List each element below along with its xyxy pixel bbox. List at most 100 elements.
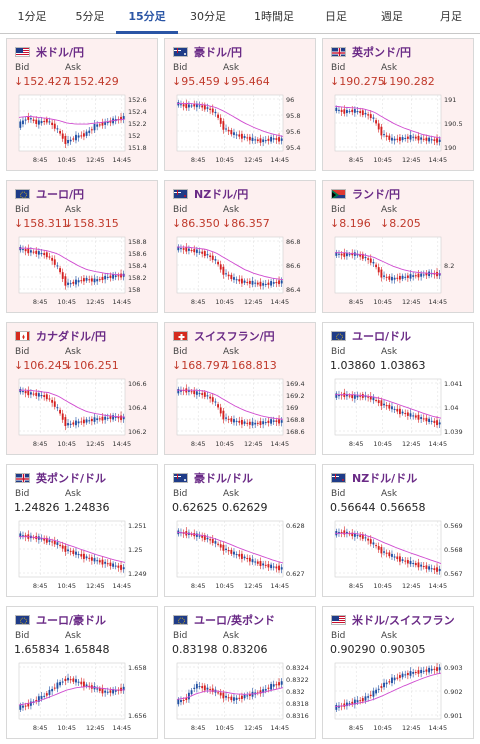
rate-card[interactable]: 豪ドル/円 Bid Ask ↓95.459 ↓95.464 96 95.8 95.6 95.4 8… bbox=[164, 38, 316, 171]
price-chart: 8.2 8:45 10:45 12:45 14:45 bbox=[334, 236, 454, 306]
candle-body bbox=[412, 275, 415, 277]
rate-card[interactable]: NZドル/円 Bid Ask ↓86.350 ↓86.357 86.8 86.6 86.4 8:… bbox=[164, 180, 316, 313]
tab-日足[interactable]: 日足 bbox=[325, 10, 347, 23]
candle-body bbox=[61, 545, 64, 549]
price-chart: 1.658 1.656 8:45 10:45 12:45 14:45 bbox=[18, 662, 147, 732]
currency-pair-link[interactable]: NZドル/円 bbox=[194, 188, 249, 201]
currency-pair-link[interactable]: ユーロ/円 bbox=[36, 188, 85, 201]
currency-pair-link[interactable]: ユーロ/ドル bbox=[352, 330, 412, 343]
candle-body bbox=[80, 280, 83, 282]
currency-pair-link[interactable]: 英ポンド/ドル bbox=[36, 472, 107, 485]
currency-pair-link[interactable]: 豪ドル/円 bbox=[194, 46, 243, 59]
candle-body bbox=[259, 421, 262, 425]
candle-body bbox=[112, 415, 115, 420]
rate-card[interactable]: スイスフラン/円 Bid Ask ↓168.797 ↓168.813 169.4 169.2… bbox=[164, 322, 316, 455]
down-arrow-icon: ↓ bbox=[14, 75, 24, 88]
currency-pair-link[interactable]: ランド/円 bbox=[352, 188, 401, 201]
rate-card[interactable]: 米ドル/スイスフラン Bid Ask 0.90290 0.90305 0.903 0.902… bbox=[322, 606, 474, 739]
candle-body bbox=[359, 111, 362, 114]
candle-body bbox=[393, 138, 396, 141]
candle-body bbox=[254, 561, 257, 563]
moving-average-line bbox=[177, 246, 284, 281]
candle-body bbox=[335, 705, 338, 710]
currency-pair-link[interactable]: 英ポンド/円 bbox=[352, 46, 412, 59]
currency-pair-link[interactable]: ユーロ/英ポンド bbox=[194, 614, 276, 627]
candle-body bbox=[225, 128, 227, 130]
x-tick-label: 14:45 bbox=[428, 724, 447, 732]
currency-pair-link[interactable]: NZドル/ドル bbox=[352, 472, 418, 485]
candle-body bbox=[430, 420, 433, 422]
candle-body bbox=[96, 279, 99, 282]
candle-body bbox=[428, 418, 431, 422]
candle-body bbox=[345, 253, 348, 257]
y-tick-label: 0.8322 bbox=[286, 676, 309, 684]
candle-body bbox=[267, 687, 270, 689]
y-tick-label: 0.8324 bbox=[286, 664, 309, 672]
candle-body bbox=[230, 418, 233, 422]
currency-pair-link[interactable]: 米ドル/スイスフラン bbox=[352, 614, 455, 627]
bid-label: Bid bbox=[15, 631, 30, 641]
currency-pair-link[interactable]: 豪ドル/ドル bbox=[194, 472, 254, 485]
candle-body bbox=[275, 684, 278, 686]
candle-body bbox=[193, 249, 196, 253]
moving-average-line bbox=[19, 536, 126, 563]
candle-body bbox=[22, 249, 24, 251]
candle-body bbox=[106, 276, 109, 278]
candle-body bbox=[190, 249, 193, 251]
candle-body bbox=[59, 409, 62, 414]
currency-pair-link[interactable]: ユーロ/豪ドル bbox=[36, 614, 107, 627]
candle-body bbox=[233, 132, 235, 135]
rate-card[interactable]: 英ポンド/円 Bid Ask ↓190.275 ↓190.282 191 190.5 190 8… bbox=[322, 38, 474, 171]
x-tick-label: 10:45 bbox=[57, 582, 76, 590]
candle-body bbox=[235, 420, 238, 422]
tab-30分足[interactable]: 30分足 bbox=[190, 10, 226, 23]
candle-body bbox=[209, 689, 212, 691]
tab-1分足[interactable]: 1分足 bbox=[17, 10, 47, 23]
tab-5分足[interactable]: 5分足 bbox=[75, 10, 105, 23]
tab-15分足[interactable]: 15分足 bbox=[116, 0, 178, 34]
rate-card[interactable]: ユーロ/ドル Bid Ask 1.03860 1.03863 1.041 1.04 1.039… bbox=[322, 322, 474, 455]
candle-body bbox=[267, 564, 270, 568]
candle-body bbox=[401, 673, 404, 678]
candle-body bbox=[436, 667, 438, 671]
y-tick-label: 1.249 bbox=[128, 570, 147, 578]
candle-body bbox=[264, 284, 267, 286]
currency-pair-link[interactable]: スイスフラン/円 bbox=[194, 330, 275, 343]
candle-body bbox=[393, 277, 396, 280]
ask-value: 1.24836 bbox=[64, 501, 110, 514]
tab-週足[interactable]: 週足 bbox=[381, 10, 403, 23]
rate-card[interactable]: ユーロ/円 Bid Ask ↓158.311 ↓158.315 158.8 158.6 158… bbox=[6, 180, 158, 313]
candle-body bbox=[280, 681, 283, 685]
rate-card[interactable]: 米ドル/円 Bid Ask ↓152.427 ↓152.429 152.6 152.4 152… bbox=[6, 38, 158, 171]
currency-pair-link[interactable]: カナダドル/円 bbox=[36, 330, 107, 343]
down-arrow-icon: ↓ bbox=[222, 217, 232, 230]
rate-card[interactable]: 豪ドル/ドル Bid Ask 0.62625 0.62629 0.628 0.627 8:45… bbox=[164, 464, 316, 597]
candle-body bbox=[233, 697, 235, 701]
rate-card[interactable]: ユーロ/英ポンド Bid Ask 0.83198 0.83206 0.8324 0.8322… bbox=[164, 606, 316, 739]
candle-body bbox=[377, 400, 380, 404]
rate-card[interactable]: ランド/円 Bid Ask ↓8.196 ↓8.205 8.2 8:45 10:45 12:45… bbox=[322, 180, 474, 313]
candle-body bbox=[72, 281, 75, 284]
candle-body bbox=[401, 275, 404, 279]
rate-card[interactable]: ユーロ/豪ドル Bid Ask 1.65834 1.65848 1.658 1.656 8:4… bbox=[6, 606, 158, 739]
card-header: 米ドル/スイスフラン bbox=[331, 613, 455, 627]
flag-icon bbox=[15, 473, 30, 483]
ask-number: 168.813 bbox=[231, 359, 277, 372]
tab-1時間足[interactable]: 1時間足 bbox=[254, 10, 294, 23]
rate-card[interactable]: NZドル/ドル Bid Ask 0.56644 0.56658 0.569 0.568 0.5… bbox=[322, 464, 474, 597]
candle-body bbox=[106, 563, 109, 565]
currency-pair-link[interactable]: 米ドル/円 bbox=[36, 46, 85, 59]
candle-body bbox=[233, 551, 235, 555]
candle-body bbox=[385, 682, 388, 685]
rate-card[interactable]: カナダドル/円 Bid Ask ↓106.245 ↓106.251 106.6 106.4 1… bbox=[6, 322, 158, 455]
card-header: 英ポンド/円 bbox=[331, 45, 411, 59]
candle-body bbox=[351, 394, 354, 399]
chart-container: 152.6 152.4 152.2 152 151.8 8:45 10:45 12:45 14:… bbox=[13, 91, 155, 167]
candle-body bbox=[380, 547, 383, 554]
rate-card[interactable]: 英ポンド/ドル Bid Ask 1.24826 1.24836 1.251 1.25 1.24… bbox=[6, 464, 158, 597]
candle-body bbox=[35, 250, 38, 254]
tab-月足[interactable]: 月足 bbox=[440, 10, 462, 23]
candle-body bbox=[238, 697, 241, 699]
price-chart: 152.6 152.4 152.2 152 151.8 8:45 10:45 12:45 14:… bbox=[18, 94, 147, 164]
flag-icon bbox=[15, 47, 30, 57]
